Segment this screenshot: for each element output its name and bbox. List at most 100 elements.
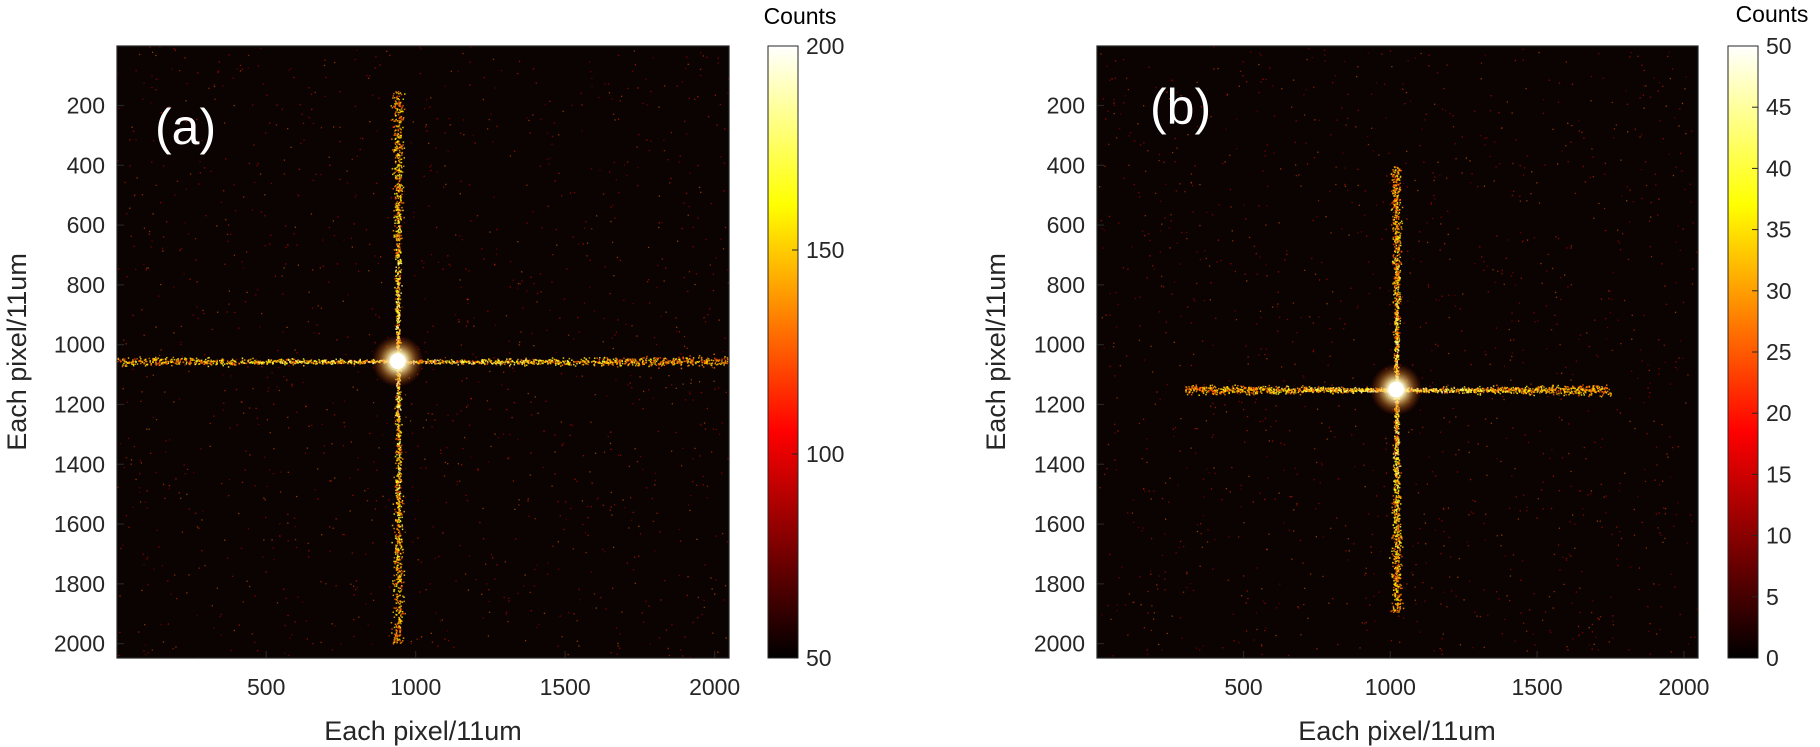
noise-speckle (447, 639, 450, 642)
noise-speckle (1526, 239, 1529, 241)
streak-point (284, 361, 286, 363)
noise-speckle (419, 72, 421, 75)
noise-speckle (563, 528, 565, 531)
noise-speckle (246, 580, 248, 582)
streak-point (395, 632, 398, 635)
streak-point (398, 331, 400, 334)
noise-speckle (324, 95, 326, 98)
streak-point (541, 360, 543, 362)
noise-speckle (1511, 112, 1513, 114)
streak-point (395, 258, 397, 260)
streak-point (685, 360, 687, 363)
y-tick-label: 2000 (54, 631, 105, 657)
noise-speckle (352, 494, 354, 496)
noise-speckle (549, 157, 551, 159)
streak-point (395, 252, 397, 255)
streak-point (399, 329, 401, 331)
streak-point (157, 357, 160, 359)
noise-speckle (233, 104, 235, 107)
streak-point (649, 364, 651, 366)
noise-speckle (167, 623, 169, 625)
noise-speckle (1145, 170, 1147, 172)
streak-point (314, 360, 316, 362)
streak-point (399, 393, 401, 395)
streak-point (402, 570, 404, 573)
noise-speckle (529, 591, 531, 594)
noise-speckle (158, 546, 160, 548)
streak-point (400, 262, 402, 264)
streak-point (399, 262, 401, 264)
noise-speckle (198, 567, 200, 569)
noise-speckle (432, 325, 434, 327)
streak-point (524, 364, 526, 366)
streak-point (717, 363, 719, 365)
streak-point (171, 364, 173, 367)
noise-speckle (209, 422, 211, 425)
noise-speckle (372, 402, 375, 404)
streak-point (324, 361, 327, 363)
streak-point (397, 111, 399, 114)
streak-point (642, 360, 644, 362)
streak-point (397, 561, 400, 564)
noise-speckle (1639, 349, 1642, 351)
noise-speckle (690, 379, 692, 381)
streak-point (674, 363, 676, 365)
streak-point (396, 418, 398, 421)
noise-speckle (446, 447, 448, 449)
noise-speckle (419, 46, 421, 48)
streak-point (247, 360, 250, 363)
noise-speckle (332, 220, 334, 222)
streak-point (396, 205, 399, 207)
streak-point (227, 366, 230, 368)
streak-point (227, 361, 230, 364)
streak-point (159, 364, 161, 366)
noise-speckle (680, 353, 682, 355)
noise-speckle (1583, 137, 1585, 139)
noise-speckle (195, 512, 197, 514)
noise-speckle (312, 643, 314, 645)
streak-point (394, 198, 397, 200)
noise-speckle (571, 424, 574, 427)
noise-speckle (1366, 629, 1368, 631)
noise-speckle (394, 416, 396, 419)
noise-speckle (369, 75, 371, 77)
streak-point (395, 610, 398, 612)
streak-point (172, 356, 175, 359)
streak-point (685, 357, 688, 359)
noise-speckle (656, 286, 658, 288)
streak-point (642, 363, 644, 366)
noise-speckle (139, 501, 142, 503)
streak-point (121, 359, 124, 361)
streak-point (220, 362, 223, 365)
noise-speckle (414, 274, 416, 277)
noise-speckle (703, 422, 706, 424)
noise-speckle (646, 281, 649, 283)
noise-speckle (727, 92, 729, 94)
streak-point (394, 157, 397, 159)
streak-point (657, 357, 659, 360)
noise-speckle (1311, 257, 1313, 260)
streak-point (271, 361, 273, 364)
streak-point (397, 260, 399, 262)
noise-speckle (442, 532, 444, 534)
streak-point (391, 524, 394, 527)
noise-speckle (1213, 68, 1215, 70)
streak-point (705, 361, 708, 364)
noise-speckle (1523, 622, 1525, 624)
streak-point (597, 362, 600, 364)
noise-speckle (694, 283, 696, 286)
noise-speckle (639, 376, 641, 378)
streak-point (363, 361, 366, 364)
noise-speckle (534, 396, 536, 398)
noise-speckle (637, 166, 639, 169)
streak-point (399, 516, 401, 519)
streak-point (186, 361, 188, 363)
streak-point (517, 358, 519, 361)
noise-speckle (1494, 347, 1497, 349)
noise-speckle (1228, 536, 1230, 538)
noise-speckle (419, 591, 421, 593)
noise-speckle (1114, 77, 1117, 79)
noise-speckle (1675, 361, 1677, 363)
streak-point (510, 361, 512, 363)
